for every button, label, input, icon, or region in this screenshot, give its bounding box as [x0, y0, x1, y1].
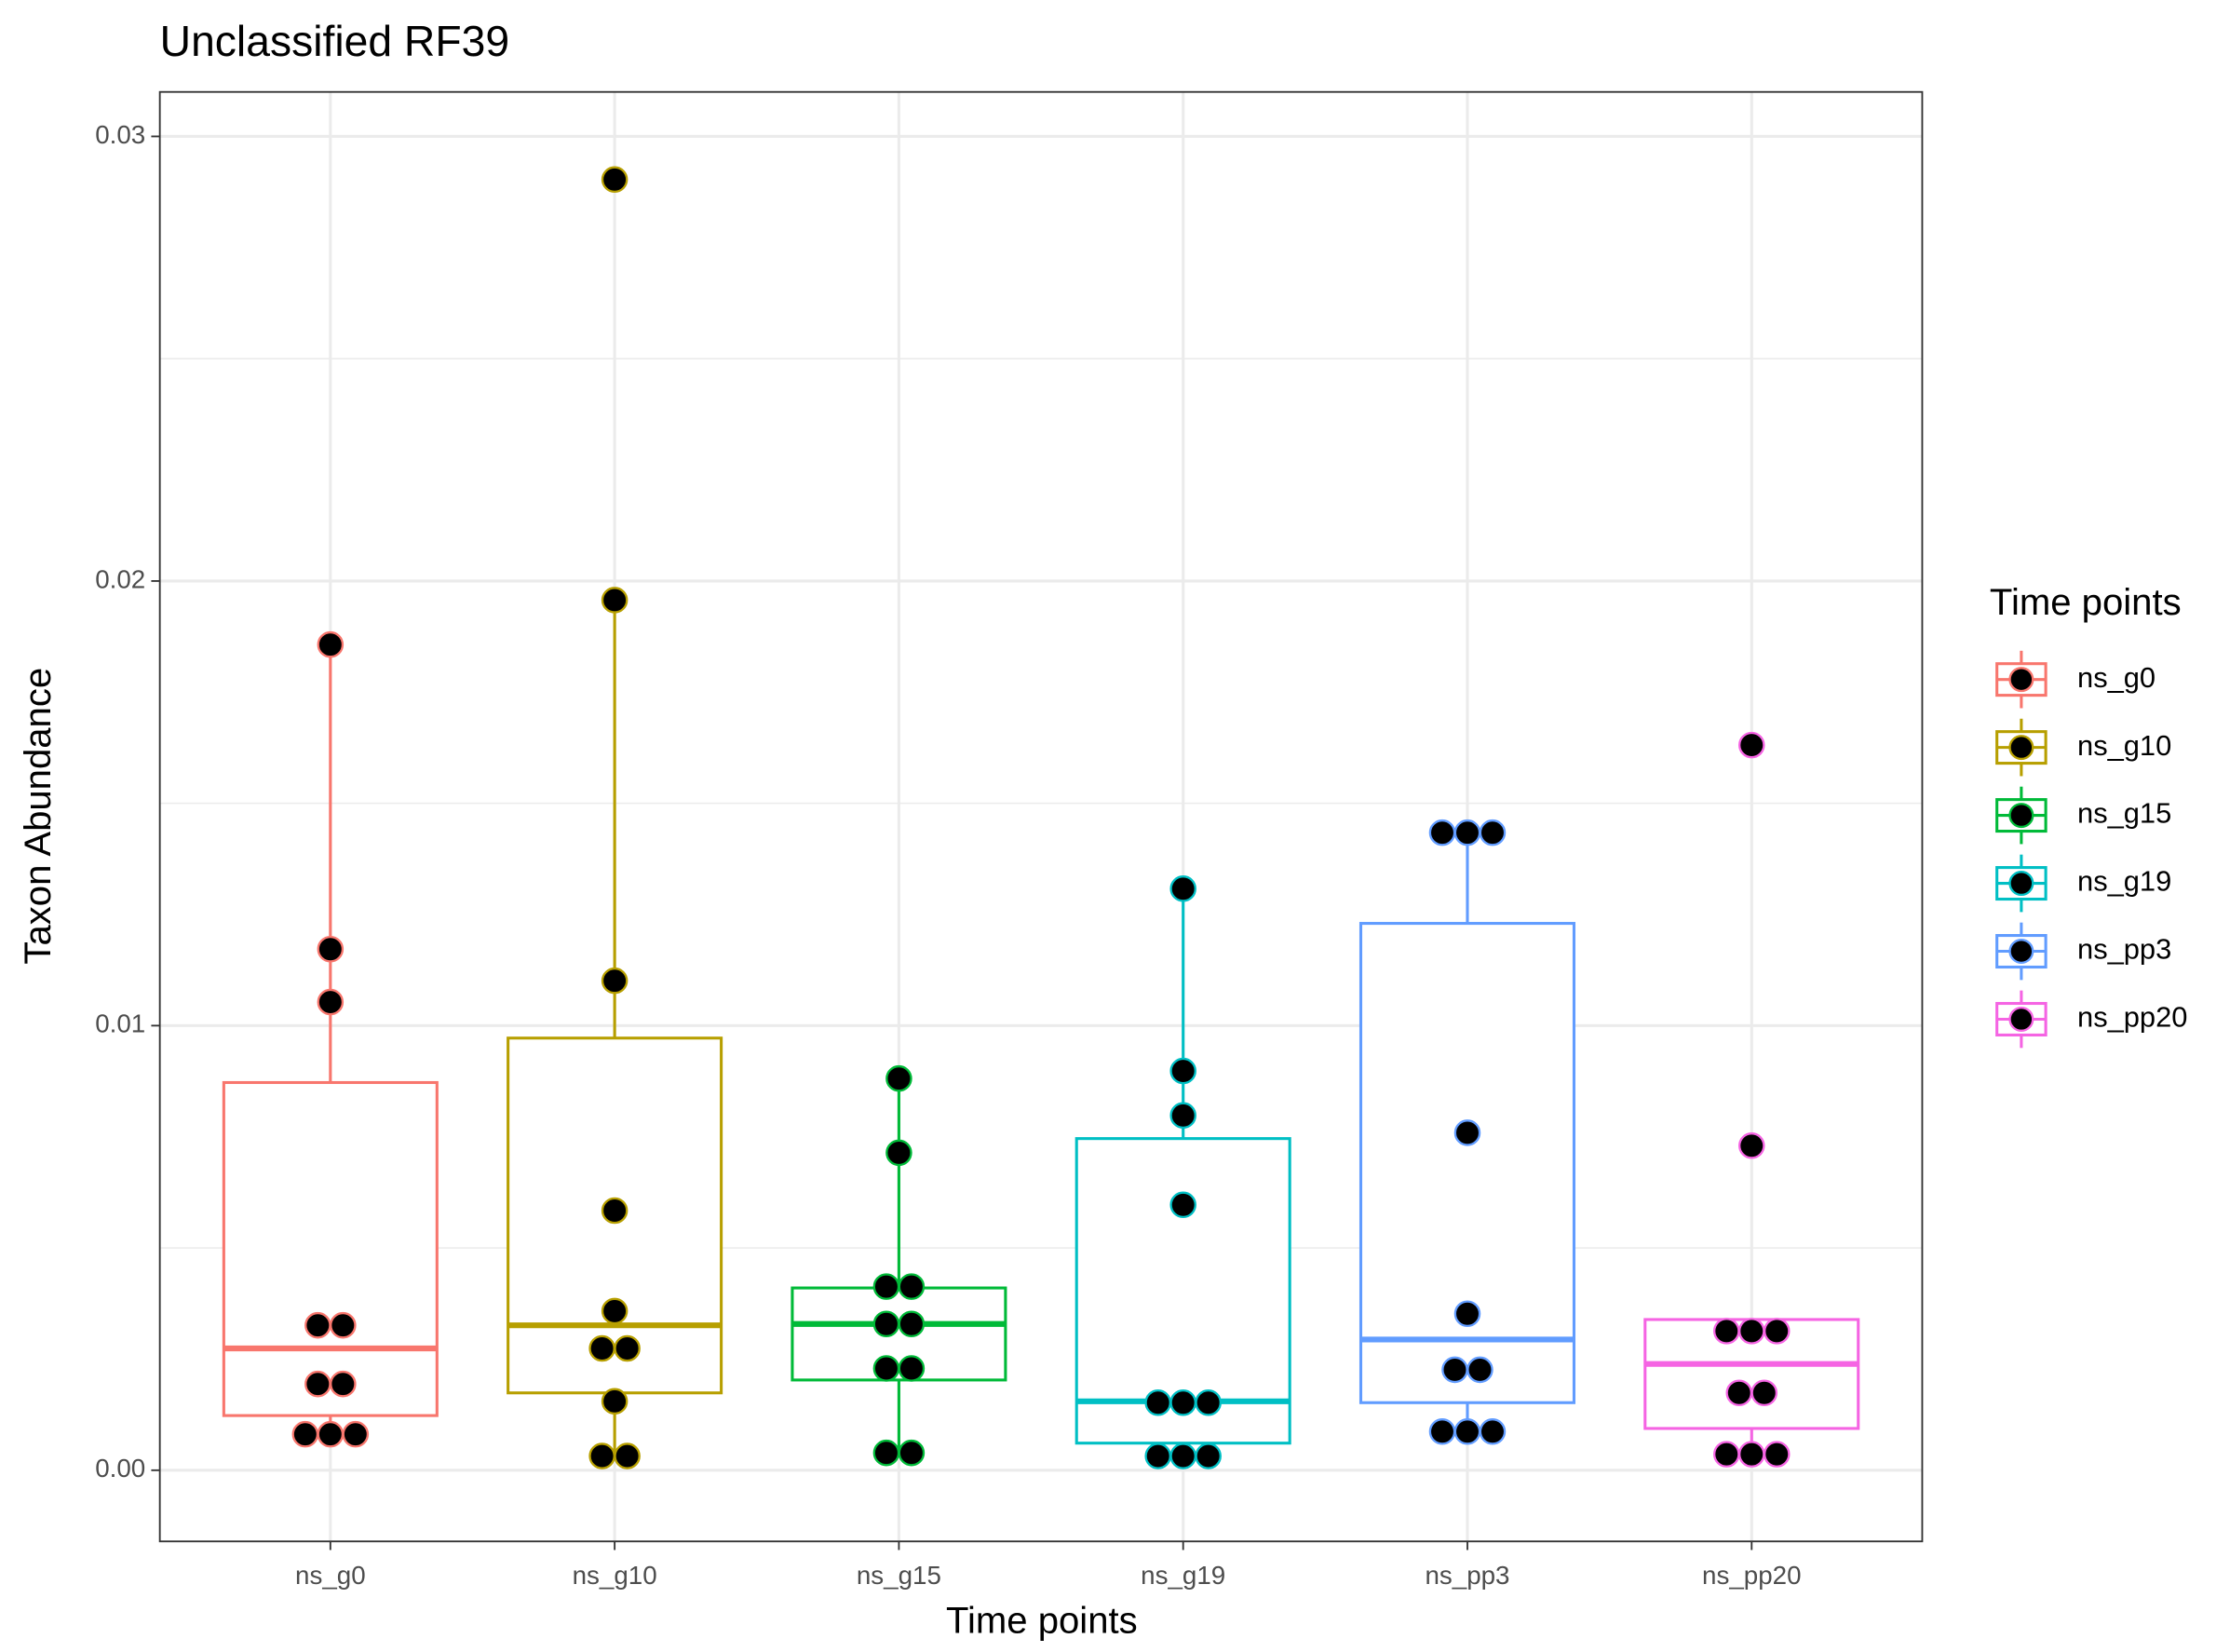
data-point [1466, 1356, 1493, 1384]
data-point [317, 988, 345, 1016]
x-tick-label: ns_g0 [295, 1561, 366, 1590]
data-point [601, 967, 628, 995]
data-point [1441, 1356, 1468, 1384]
data-point [872, 1355, 900, 1382]
data-point [898, 1310, 926, 1338]
data-point [1195, 1388, 1222, 1416]
legend-title: Time points [1990, 582, 2182, 623]
box [1358, 922, 1576, 1404]
panel-border [158, 90, 1924, 1543]
data-point [872, 1310, 900, 1338]
data-point [898, 1439, 926, 1467]
data-point [317, 935, 345, 963]
data-point [1738, 1318, 1765, 1345]
data-point [601, 1197, 628, 1225]
data-point [588, 1334, 615, 1362]
data-point [872, 1439, 900, 1467]
legend-label: ns_pp20 [2077, 1001, 2187, 1034]
legend-point [2008, 1006, 2034, 1032]
data-point [1169, 1442, 1196, 1469]
data-point [1725, 1379, 1753, 1407]
y-tick-label: 0.00 [95, 1454, 145, 1483]
data-point [1453, 819, 1481, 846]
data-point [1169, 1057, 1196, 1085]
data-point [1169, 875, 1196, 902]
data-point [1479, 819, 1507, 846]
data-point [1453, 1119, 1481, 1146]
data-point [601, 1388, 628, 1415]
legend-label: ns_g15 [2077, 797, 2171, 830]
y-axis-title: Taxon Abundance [18, 668, 59, 965]
data-point [291, 1420, 319, 1448]
data-point [1195, 1442, 1222, 1469]
legend-label: ns_g0 [2077, 661, 2156, 694]
box [1643, 1318, 1860, 1430]
x-tick-label: ns_pp20 [1702, 1561, 1801, 1590]
data-point [1764, 1318, 1791, 1345]
data-point [1453, 1300, 1481, 1328]
legend-label: ns_g10 [2077, 729, 2171, 762]
data-point [330, 1311, 357, 1339]
chart-title: Unclassified RF39 [160, 17, 509, 65]
x-axis-title: Time points [946, 1601, 1138, 1642]
data-point [601, 1297, 628, 1325]
y-tick-label: 0.01 [95, 1009, 145, 1038]
legend-point [2008, 803, 2034, 829]
data-point [885, 1064, 912, 1092]
data-point [1479, 1418, 1507, 1445]
data-point [614, 1334, 641, 1362]
data-point [1144, 1442, 1171, 1469]
data-point [898, 1273, 926, 1300]
data-point [1738, 731, 1765, 759]
data-point [1713, 1441, 1740, 1468]
data-point [588, 1442, 615, 1469]
data-point [317, 630, 345, 658]
data-point [1169, 1388, 1196, 1416]
data-point [304, 1311, 331, 1339]
data-point [601, 587, 628, 614]
x-tick-label: ns_g15 [857, 1561, 941, 1590]
data-point [1738, 1441, 1765, 1468]
data-point [601, 166, 628, 194]
data-point [1750, 1379, 1778, 1407]
legend-point [2008, 939, 2034, 965]
x-tick-label: ns_pp3 [1425, 1561, 1509, 1590]
box [222, 1080, 439, 1417]
legend-point [2008, 735, 2034, 761]
legend-label: ns_pp3 [2077, 933, 2171, 966]
y-tick-label: 0.02 [95, 564, 145, 593]
data-point [885, 1139, 912, 1167]
data-point [330, 1370, 357, 1398]
data-point [342, 1420, 370, 1448]
data-point [1169, 1102, 1196, 1130]
data-point [1453, 1418, 1481, 1445]
data-point [614, 1442, 641, 1469]
data-point [1428, 819, 1456, 846]
data-point [304, 1370, 331, 1398]
data-point [1428, 1418, 1456, 1445]
data-point [1738, 1132, 1765, 1159]
data-point [317, 1420, 345, 1448]
data-point [1713, 1318, 1740, 1345]
data-point [872, 1273, 900, 1300]
legend-label: ns_g19 [2077, 865, 2171, 898]
data-point [1144, 1388, 1171, 1416]
data-point [1764, 1441, 1791, 1468]
y-tick-label: 0.03 [95, 120, 145, 149]
data-point [898, 1355, 926, 1382]
legend-point [2008, 667, 2034, 693]
data-point [1169, 1191, 1196, 1219]
x-tick-label: ns_g10 [573, 1561, 657, 1590]
x-tick-label: ns_g19 [1141, 1561, 1225, 1590]
legend-point [2008, 871, 2034, 897]
